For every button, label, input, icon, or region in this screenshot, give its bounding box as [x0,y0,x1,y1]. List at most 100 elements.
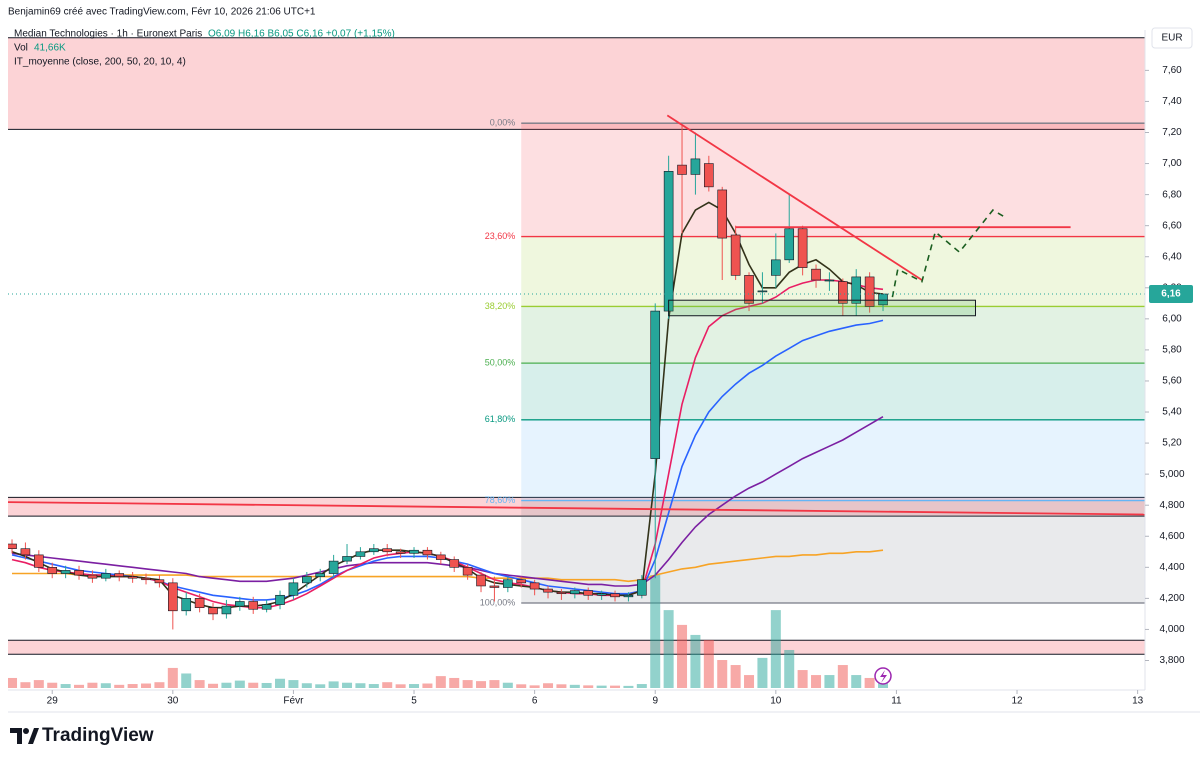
moving-average [12,549,884,583]
candle-body [436,554,446,560]
candle-body [261,604,272,610]
volume-bar [194,680,205,688]
candle-body [824,279,835,282]
volume-bar [636,684,647,688]
candle-body [637,579,647,596]
fib-band [521,500,1145,604]
y-tick-label: 4,400 [1159,562,1184,573]
candle-body [556,591,567,595]
volume-bar [60,684,71,688]
fib-band [521,363,1145,420]
volume-bar [342,682,353,688]
volume-bar [355,683,366,688]
volume-bar [301,683,312,688]
volume-bar [261,682,272,688]
volume-bar [100,683,111,688]
candle-body [194,598,205,608]
volume-bar [167,667,178,688]
y-tick-label: 4,600 [1159,531,1184,542]
candle-body [221,605,232,615]
fib-label: 0,00% [490,118,516,128]
candle-body [663,171,674,312]
candle-body [235,601,245,607]
x-tick-label: 9 [652,696,658,707]
volume-bar [449,677,460,688]
volume-bar [663,610,674,688]
volume-bar [315,684,326,688]
candle-body [596,593,607,596]
zone [8,37,1145,130]
candle-body [275,594,285,605]
moving-average [11,416,884,587]
volume-bar [20,682,31,688]
candle-body [20,548,31,556]
volume-bar [382,682,393,688]
y-tick-label: 6,80 [1162,189,1182,200]
volume-bar [489,680,500,688]
candle-body [181,598,192,612]
candle-body [382,548,393,553]
candle-body [690,158,701,175]
candle-body [342,556,352,562]
y-tick-label: 7,60 [1162,65,1182,76]
volume-bar [851,675,862,688]
logo-mark [23,728,29,734]
event-icon-bolt [880,670,887,683]
volume-bar [583,685,594,688]
candle-body [34,554,44,568]
volume-bar [422,683,433,688]
x-tick-label: 5 [411,696,417,707]
volume-bar [757,657,768,688]
volume-bar [234,680,245,688]
candle-body [114,573,125,577]
x-tick-label: 10 [770,696,782,707]
volume-text: 41,66K [34,43,66,54]
y-tick-label: 7,40 [1162,96,1182,107]
volume-bar [141,683,152,688]
candle-body [503,579,513,588]
volume-bar [288,680,299,688]
candle-body [60,570,71,574]
volume-bar [114,684,125,688]
x-tick-label: 12 [1011,696,1023,707]
candle-body [717,189,728,239]
volume-bar [74,684,85,688]
candle-body [154,579,165,584]
volume-bar [543,683,554,688]
candle-body [757,290,768,293]
currency-box [1151,27,1193,49]
candle-body [369,548,379,553]
currency: EUR [1161,33,1182,44]
candle-body [315,573,326,577]
volume-bar [516,684,527,688]
fib-label: 23,60% [485,231,516,241]
y-tick-label: 3,800 [1159,655,1184,666]
volume-bar [610,685,621,688]
volume-bar [623,685,634,688]
y-tick-label: 4,200 [1159,593,1184,604]
volume-bar [47,682,58,688]
y-tick-label: 6,60 [1162,220,1182,231]
y-tick-label: 5,000 [1159,469,1184,480]
candle-body [47,567,58,574]
volume-bar [435,676,446,688]
range-box [668,299,976,317]
y-tick-label: 7,00 [1162,158,1182,169]
volume-bar [368,684,379,688]
candle-body [771,259,781,276]
volume-bar [837,665,848,688]
candle-body [878,293,888,306]
candle-body [529,582,540,590]
candle-body [543,588,553,593]
candle-body [677,164,687,175]
volume-bar [690,634,701,688]
axes: 7,607,407,207,006,806,606,406,206,005,80… [47,65,1193,707]
volume-bar [476,681,487,688]
candle-body [730,234,741,276]
candle-body [650,310,661,459]
drawing-line [891,209,1005,298]
candle-body [476,574,486,587]
candle-body [489,585,500,588]
x-tick-label: 29 [47,696,59,707]
